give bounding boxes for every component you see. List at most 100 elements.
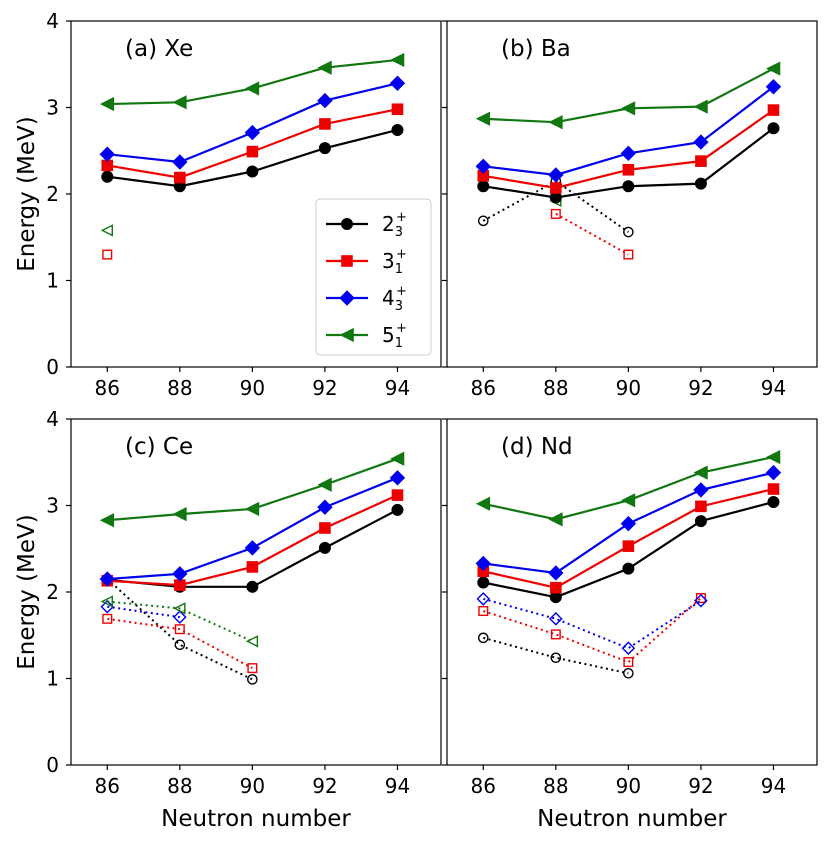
legend-box [315, 198, 432, 356]
legend-marker-s4 [339, 290, 355, 306]
open-point-s4 [476, 592, 491, 606]
data-point-s5 [244, 81, 260, 96]
open-point-s4 [173, 610, 187, 624]
y-tick-label: 2 [46, 182, 59, 206]
data-point-s4 [389, 470, 406, 486]
open-point-s3 [478, 606, 489, 617]
panel-2: 86 88 90 92 94 0 1 2 3 4 Neutron number Energy (MeV… [14, 407, 442, 832]
data-point-s5 [620, 101, 636, 116]
x-tick-label: 94 [385, 774, 410, 798]
panel-1: 86 88 90 92 94 (b) Ba [442, 20, 818, 400]
open-point-s5 [245, 635, 259, 648]
x-tick-label: 90 [240, 376, 265, 400]
y-tick-label: 4 [46, 9, 59, 33]
data-point-s5 [244, 501, 260, 517]
series-line-s5 [483, 67, 774, 124]
dotted-line-s3 [107, 617, 253, 670]
data-point-s5 [548, 512, 563, 527]
data-point-s2 [477, 180, 490, 193]
plot-frame [70, 418, 442, 766]
y-tick-label: 1 [46, 269, 59, 293]
data-point-s2 [318, 541, 331, 554]
open-point-s2 [174, 639, 186, 651]
data-point-s4 [99, 571, 115, 587]
x-axis-label: Neutron number [537, 806, 727, 832]
open-point-s3 [247, 663, 258, 674]
panel-title: (a) Xe [125, 36, 193, 62]
legend-label-s5: 51+ [382, 321, 407, 351]
x-tick-label: 94 [385, 376, 410, 400]
x-tick-label: 90 [616, 774, 641, 798]
data-point-s3 [391, 489, 404, 501]
data-point-s5 [172, 507, 187, 522]
x-axis-label: Neutron number [161, 806, 351, 832]
data-point-s3 [550, 581, 562, 594]
open-point-s3 [174, 624, 185, 635]
open-point-s3 [623, 249, 634, 260]
data-point-s4 [475, 555, 491, 572]
data-point-s2 [622, 562, 635, 575]
x-tick-label: 94 [761, 376, 786, 400]
data-point-s2 [101, 170, 114, 183]
open-point-s3 [550, 208, 561, 219]
data-point-s3 [767, 483, 780, 495]
panel-0: 86 88 90 92 94 0 1 2 3 4 Energy (MeV) (a) Xe 23+ 31+ 4… [14, 9, 442, 400]
open-point-s5 [100, 595, 113, 608]
x-tick-label: 88 [167, 376, 192, 400]
y-tick-label: 0 [46, 355, 59, 379]
dotted-line-s2 [483, 636, 629, 675]
data-point-s3 [695, 500, 707, 513]
legend-marker-s2 [341, 218, 353, 230]
data-point-s5 [693, 99, 708, 114]
open-point-s2 [623, 226, 634, 238]
open-point-s3 [550, 629, 561, 640]
dotted-line-s5 [107, 600, 253, 643]
data-point-s2 [318, 142, 331, 155]
open-point-s2 [247, 674, 258, 685]
open-point-s4 [694, 593, 708, 608]
open-point-s4 [621, 641, 636, 656]
data-point-s4 [548, 167, 564, 183]
data-point-s2 [477, 576, 490, 589]
y-tick-label: 0 [46, 753, 59, 777]
x-tick-label: 88 [167, 774, 192, 798]
data-point-s5 [475, 111, 491, 126]
data-point-s4 [317, 499, 333, 515]
data-point-s5 [548, 115, 563, 130]
open-point-s4 [100, 599, 115, 614]
y-axis-label: Energy (MeV) [14, 116, 40, 272]
x-tick-label: 90 [616, 376, 641, 400]
data-point-s5 [317, 60, 332, 75]
y-tick-label: 3 [46, 96, 59, 120]
y-tick-label: 1 [46, 667, 59, 691]
x-tick-label: 92 [688, 774, 713, 798]
data-point-s5 [766, 61, 781, 76]
data-point-s2 [694, 177, 707, 190]
x-tick-label: 92 [312, 376, 337, 400]
dotted-line-s3 [555, 213, 629, 256]
data-point-s4 [99, 146, 115, 162]
data-point-s3 [319, 522, 331, 534]
data-point-s3 [174, 171, 186, 184]
data-point-s4 [244, 540, 261, 556]
open-point-s3 [102, 249, 113, 260]
data-point-s2 [767, 122, 780, 135]
x-tick-label: 86 [95, 376, 120, 400]
x-tick-label: 92 [688, 376, 713, 400]
data-point-s4 [317, 92, 333, 109]
data-point-s3 [695, 155, 707, 167]
y-tick-label: 4 [46, 407, 59, 431]
data-point-s2 [391, 503, 404, 516]
data-point-s5 [693, 465, 708, 480]
data-point-s5 [766, 449, 781, 465]
open-point-s2 [477, 215, 489, 227]
x-tick-label: 88 [543, 376, 568, 400]
data-point-s4 [693, 134, 709, 150]
data-point-s5 [317, 477, 332, 492]
y-tick-label: 2 [46, 580, 59, 604]
data-point-s3 [767, 104, 780, 116]
data-point-s3 [622, 163, 635, 176]
legend-marker-s3 [341, 255, 353, 267]
data-point-s4 [765, 79, 782, 95]
